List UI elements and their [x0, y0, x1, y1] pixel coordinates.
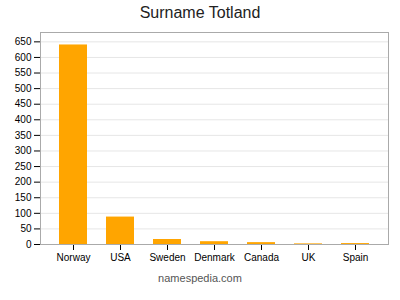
svg-text:0: 0	[26, 239, 32, 250]
html-text:Surname Totland: Surname Totland	[139, 4, 261, 21]
svg-text:100: 100	[15, 208, 32, 219]
svg-text:Canada: Canada	[244, 252, 279, 263]
svg-text:450: 450	[15, 98, 32, 109]
svg-text:Denmark: Denmark	[194, 252, 236, 263]
svg-text:350: 350	[15, 130, 32, 141]
svg-text:USA: USA	[110, 252, 131, 263]
svg-text:150: 150	[15, 192, 32, 203]
svg-text:550: 550	[15, 67, 32, 78]
html-text:namespedia.com: namespedia.com	[158, 272, 242, 284]
svg-text:400: 400	[15, 114, 32, 125]
svg-text:Spain: Spain	[343, 252, 369, 263]
svg-text:500: 500	[15, 83, 32, 94]
svg-text:300: 300	[15, 145, 32, 156]
svg-text:250: 250	[15, 161, 32, 172]
svg-text:50: 50	[20, 223, 32, 234]
svg-text:650: 650	[15, 36, 32, 47]
svg-text:200: 200	[15, 176, 32, 187]
svg-text:UK: UK	[302, 252, 316, 263]
svg-text:Sweden: Sweden	[149, 252, 185, 263]
svg-text:600: 600	[15, 52, 32, 63]
svg-text:Norway: Norway	[57, 252, 91, 263]
